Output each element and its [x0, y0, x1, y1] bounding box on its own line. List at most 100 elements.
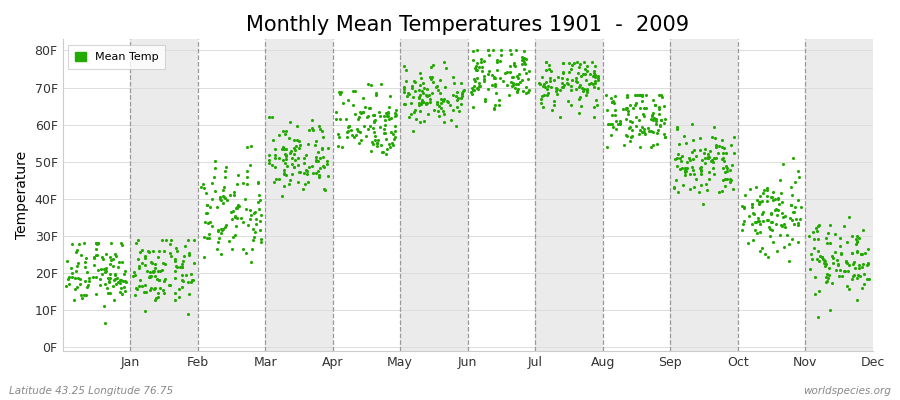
Point — [425, 90, 439, 96]
Point — [382, 116, 397, 122]
Point — [352, 114, 366, 120]
Point — [386, 131, 400, 138]
Point — [489, 83, 503, 89]
Point — [181, 236, 195, 243]
Point — [515, 57, 529, 64]
Point — [436, 108, 450, 114]
Point — [240, 144, 255, 150]
Point — [694, 170, 708, 177]
Point — [216, 187, 230, 193]
Point — [811, 222, 825, 229]
Point — [657, 130, 671, 137]
Point — [354, 137, 368, 143]
Point — [491, 97, 506, 103]
Point — [331, 142, 346, 149]
Point — [198, 190, 212, 196]
Point — [239, 250, 254, 256]
Point — [637, 131, 652, 137]
Point — [132, 277, 147, 284]
Point — [335, 144, 349, 150]
Point — [312, 155, 327, 161]
Point — [791, 168, 806, 174]
Point — [382, 104, 396, 110]
Bar — [603, 39, 670, 351]
Point — [388, 113, 402, 119]
Point — [413, 82, 428, 88]
Point — [427, 106, 441, 113]
Point — [363, 105, 377, 112]
Point — [654, 116, 669, 123]
Point — [354, 110, 368, 116]
Point — [331, 131, 346, 138]
Point — [599, 92, 614, 98]
Point — [279, 128, 293, 134]
Point — [130, 236, 145, 243]
Point — [436, 96, 451, 103]
Point — [482, 52, 496, 58]
Point — [365, 112, 380, 118]
Point — [347, 111, 362, 118]
Point — [402, 114, 417, 120]
Point — [634, 92, 649, 98]
Point — [181, 311, 195, 317]
Point — [646, 142, 661, 148]
Point — [386, 141, 400, 148]
Point — [536, 92, 550, 99]
Point — [544, 84, 559, 91]
Point — [213, 230, 228, 236]
Point — [472, 80, 486, 86]
Point — [735, 220, 750, 227]
Point — [103, 260, 117, 267]
Point — [216, 199, 230, 206]
Point — [290, 122, 304, 129]
Point — [69, 248, 84, 255]
Point — [219, 222, 233, 228]
Point — [788, 204, 802, 210]
Point — [158, 276, 173, 282]
Point — [608, 112, 622, 118]
Point — [516, 88, 530, 94]
Point — [652, 122, 667, 129]
Point — [289, 143, 303, 150]
Point — [831, 261, 845, 268]
Point — [775, 223, 789, 229]
Point — [757, 187, 771, 193]
Point — [431, 87, 446, 94]
Point — [858, 250, 872, 256]
Point — [692, 147, 706, 154]
Point — [468, 65, 482, 71]
Point — [151, 268, 166, 275]
Point — [820, 270, 834, 277]
Point — [763, 226, 778, 232]
Point — [762, 233, 777, 239]
Point — [283, 177, 297, 183]
Point — [699, 181, 714, 187]
Point — [687, 171, 701, 177]
Point — [481, 47, 495, 54]
Point — [277, 146, 292, 152]
Point — [549, 91, 563, 97]
Point — [68, 286, 82, 292]
Point — [604, 95, 618, 102]
Point — [168, 274, 183, 281]
Point — [274, 145, 289, 152]
Point — [555, 74, 570, 81]
Point — [287, 145, 302, 152]
Point — [632, 131, 646, 137]
Point — [781, 241, 796, 247]
Point — [752, 217, 766, 224]
Point — [99, 250, 113, 257]
Point — [850, 296, 865, 303]
Point — [654, 117, 669, 123]
Point — [283, 149, 297, 156]
Point — [284, 160, 299, 167]
Point — [116, 284, 130, 290]
Point — [61, 281, 76, 288]
Point — [378, 117, 392, 123]
Point — [723, 176, 737, 182]
Point — [482, 68, 497, 74]
Point — [698, 160, 712, 167]
Point — [173, 264, 187, 270]
Point — [636, 129, 651, 135]
Point — [344, 127, 358, 133]
